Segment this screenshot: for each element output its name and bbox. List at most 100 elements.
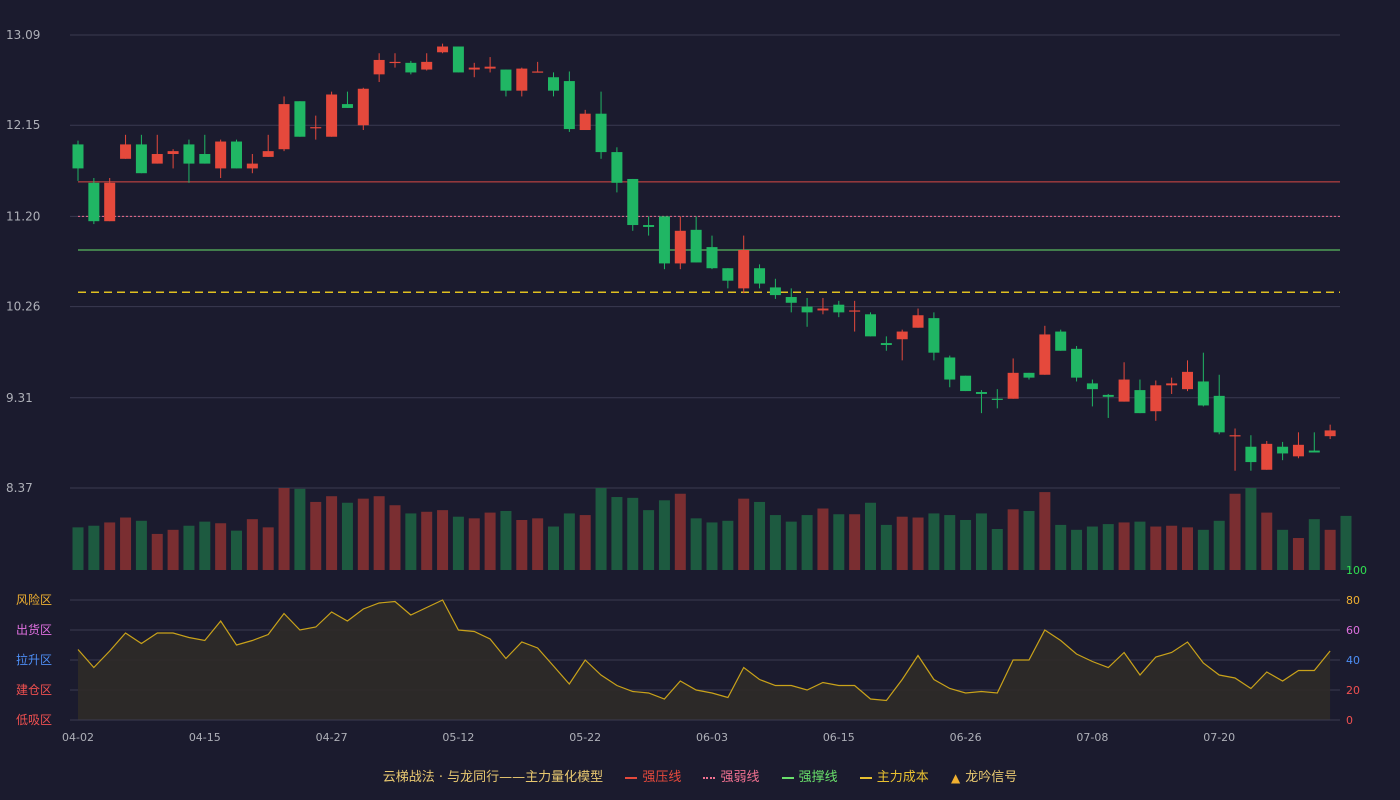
candle-body bbox=[500, 69, 512, 91]
candle-body bbox=[532, 71, 544, 73]
x-tick-label: 04-15 bbox=[189, 731, 221, 744]
volume-bar bbox=[151, 533, 163, 570]
candle-body bbox=[1261, 443, 1273, 470]
indicator-tick-label: 60 bbox=[1346, 624, 1360, 637]
candle bbox=[468, 62, 480, 78]
volume-bar bbox=[627, 497, 639, 570]
legend-label-cost: 主力成本 bbox=[876, 770, 929, 785]
volume-bar bbox=[1308, 519, 1320, 570]
candle-body bbox=[326, 94, 338, 137]
volume-bar bbox=[658, 500, 670, 570]
price-tick-label: 9.31 bbox=[6, 391, 33, 405]
candle bbox=[500, 69, 512, 97]
resistance-line-icon bbox=[625, 776, 638, 779]
volume-bar bbox=[1229, 493, 1241, 570]
x-tick-label: 04-02 bbox=[62, 731, 94, 744]
volume-bar bbox=[548, 526, 559, 570]
candle-body bbox=[611, 152, 623, 183]
candle-body bbox=[294, 101, 306, 137]
candle bbox=[991, 389, 1003, 409]
legend-item-signal[interactable]: ▲ 龙吟信号 bbox=[951, 766, 1017, 785]
indicator-tick-label: 100 bbox=[1346, 564, 1367, 577]
volume-bar bbox=[373, 496, 385, 570]
candle-body bbox=[310, 127, 322, 129]
volume-bar bbox=[1324, 529, 1336, 570]
candle-body bbox=[1245, 446, 1257, 463]
candle bbox=[183, 139, 195, 183]
legend-item-weak[interactable]: 强弱线 bbox=[703, 766, 760, 785]
volume-bar bbox=[437, 510, 449, 570]
indicator-tick-label: 0 bbox=[1346, 714, 1353, 727]
legend-label-signal: 龙吟信号 bbox=[965, 770, 1018, 785]
candle bbox=[611, 147, 623, 193]
candle-body bbox=[437, 46, 449, 53]
candle bbox=[88, 178, 100, 225]
candle bbox=[1213, 374, 1225, 435]
candle-body bbox=[722, 268, 734, 281]
candle-body bbox=[1118, 379, 1130, 402]
price-tick-label: 10.26 bbox=[6, 300, 40, 314]
volume-bar bbox=[1023, 510, 1035, 570]
candle-body bbox=[1182, 371, 1193, 390]
legend-model-title: 云梯战法 · 与龙同行——主力量化模型 bbox=[382, 770, 604, 785]
candle-body bbox=[833, 304, 845, 313]
volume-bar bbox=[1197, 529, 1209, 570]
volume-bar bbox=[1261, 512, 1273, 570]
volume-bar bbox=[357, 498, 369, 570]
candle bbox=[1086, 379, 1098, 407]
candle-body bbox=[104, 182, 116, 222]
price-axis: 13.09 12.15 11.20 10.26 9.31 8.37 bbox=[6, 28, 40, 495]
support-line-icon bbox=[781, 776, 794, 779]
volume-bar bbox=[389, 505, 401, 570]
volume-bar bbox=[452, 516, 464, 570]
candle-body bbox=[975, 392, 987, 394]
volume-bar bbox=[1086, 526, 1098, 570]
candle-body bbox=[912, 315, 924, 328]
volume-bar bbox=[1039, 492, 1051, 570]
volume-bar bbox=[611, 497, 623, 570]
candle-body bbox=[1308, 450, 1320, 453]
legend-item-resistance[interactable]: 强压线 bbox=[625, 766, 681, 785]
candle-body bbox=[1102, 394, 1114, 397]
candle-body bbox=[215, 141, 227, 169]
candle bbox=[532, 61, 544, 73]
candle-body bbox=[405, 62, 417, 73]
candle bbox=[912, 308, 924, 328]
x-tick-label: 06-03 bbox=[696, 731, 728, 744]
x-tick-label: 07-20 bbox=[1203, 731, 1235, 744]
candle-body bbox=[944, 357, 956, 380]
candle bbox=[738, 235, 750, 294]
candle-body bbox=[991, 398, 1003, 400]
candle bbox=[1055, 329, 1067, 351]
legend-item-cost[interactable]: 主力成本 bbox=[859, 766, 929, 785]
reference-lines bbox=[78, 181, 1340, 293]
candle-body bbox=[690, 229, 702, 263]
candle bbox=[373, 53, 385, 83]
zone-label: 拉升区 bbox=[16, 652, 52, 667]
cost-line-icon bbox=[859, 776, 872, 779]
candle bbox=[865, 312, 876, 337]
legend-item-support[interactable]: 强撑线 bbox=[781, 766, 838, 785]
volume-bar bbox=[500, 510, 512, 570]
volume-bar bbox=[563, 513, 575, 570]
volume-bar bbox=[754, 501, 766, 570]
candle-body bbox=[1007, 372, 1019, 399]
legend-label-support: 强撑线 bbox=[798, 770, 838, 785]
candle-body bbox=[389, 61, 401, 64]
volume-bar bbox=[1055, 524, 1067, 570]
volume-bar bbox=[1007, 509, 1019, 570]
candle-body bbox=[72, 144, 84, 169]
candle bbox=[135, 134, 147, 174]
candle bbox=[785, 288, 797, 313]
volume-bar bbox=[975, 513, 987, 570]
candle bbox=[1197, 352, 1209, 407]
candle bbox=[1102, 393, 1114, 418]
candle bbox=[1166, 377, 1178, 394]
volume-bar bbox=[326, 496, 338, 570]
candle bbox=[754, 264, 766, 289]
candle bbox=[643, 216, 655, 236]
candle bbox=[595, 91, 607, 159]
candle-body bbox=[183, 144, 195, 164]
candle bbox=[579, 109, 591, 131]
candle-body bbox=[468, 67, 480, 70]
